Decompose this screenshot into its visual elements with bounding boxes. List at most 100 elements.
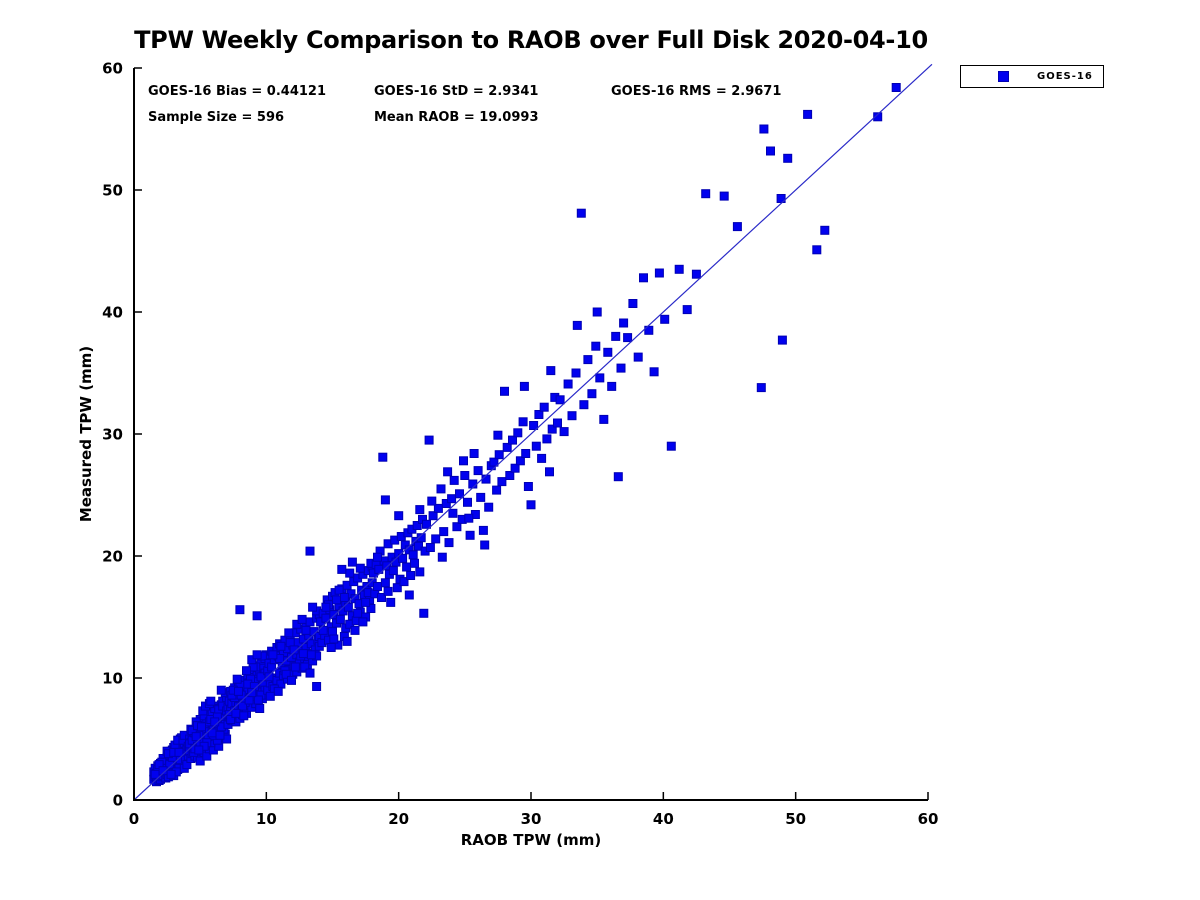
scatter-point — [465, 530, 475, 540]
scatter-point — [305, 668, 315, 678]
scatter-point — [591, 341, 601, 351]
x-tick-label: 0 — [129, 810, 139, 828]
scatter-point — [460, 471, 470, 480]
legend-label: GOES-16 — [1037, 71, 1093, 82]
y-tick-label: 10 — [102, 670, 123, 688]
scatter-point — [235, 605, 245, 615]
scatter-point — [599, 414, 609, 424]
scatter-point — [547, 424, 557, 434]
scatter-point — [674, 264, 684, 274]
scatter-point — [529, 421, 539, 430]
scatter-point — [531, 441, 541, 451]
scatter-point — [216, 685, 226, 695]
scatter-point — [493, 430, 503, 440]
scatter-point — [873, 112, 883, 122]
scatter-point — [449, 475, 459, 485]
scatter-point — [619, 318, 629, 328]
scatter-point — [459, 456, 468, 466]
scatter-point — [347, 557, 357, 567]
scatter-point — [719, 191, 729, 201]
scatter-point — [273, 686, 283, 696]
scatter-point — [408, 550, 418, 560]
scatter-point — [812, 245, 822, 255]
scatter-point — [425, 543, 435, 552]
scatter-point — [415, 567, 425, 577]
scatter-point — [623, 333, 633, 343]
scatter-point — [290, 662, 300, 672]
scatter-point — [373, 552, 382, 562]
scatter-point — [611, 331, 621, 341]
scatter-point — [326, 643, 336, 652]
scatter-point — [660, 314, 670, 324]
x-tick-label: 20 — [388, 810, 409, 828]
scatter-point — [497, 477, 507, 487]
scatter-point — [329, 634, 339, 644]
scatter-point — [803, 109, 813, 119]
scatter-point — [452, 522, 462, 532]
scatter-point — [242, 666, 251, 676]
scatter-point — [891, 83, 901, 92]
scatter-point — [542, 434, 552, 444]
scatter-point — [691, 269, 701, 279]
scatter-point — [616, 363, 626, 373]
scatter-point — [567, 411, 577, 421]
scatter-point — [318, 625, 328, 635]
scatter-point — [469, 449, 479, 458]
scatter-point — [265, 691, 275, 701]
legend-square-marker-icon — [998, 71, 1009, 82]
scatter-point — [298, 649, 308, 659]
scatter-point — [559, 427, 569, 437]
x-axis-label: RAOB TPW (mm) — [460, 831, 602, 849]
scatter-point — [468, 479, 478, 489]
scatter-point — [380, 495, 390, 505]
scatter-point — [494, 450, 504, 460]
stat-mean-raob: Mean RAOB = 19.0993 — [374, 110, 539, 125]
scatter-point — [492, 485, 502, 495]
scatter-point — [398, 553, 408, 563]
scatter-point — [579, 400, 589, 410]
y-tick-label: 40 — [102, 304, 123, 322]
scatter-point — [526, 500, 536, 510]
scatter-point — [571, 368, 581, 378]
scatter-point — [628, 299, 638, 308]
scatter-point — [284, 628, 294, 638]
scatter-point — [545, 467, 554, 477]
scatter-point — [756, 383, 766, 393]
scatter-point — [378, 452, 388, 462]
scatter-point — [463, 497, 472, 507]
scatter-point — [289, 645, 299, 655]
scatter-point — [519, 381, 529, 391]
scatter-point — [649, 367, 659, 377]
scatter-point — [328, 627, 337, 637]
scatter-point — [174, 747, 184, 757]
scatter-point — [820, 225, 830, 235]
scatter-point — [576, 208, 586, 218]
scatter-point — [312, 682, 322, 691]
scatter-point — [776, 194, 786, 203]
scatter-point — [537, 453, 547, 463]
scatter-point — [464, 513, 474, 523]
x-tick-label: 50 — [785, 810, 806, 828]
scatter-point — [366, 604, 376, 613]
scatter-point — [437, 552, 447, 562]
scatter-point — [592, 307, 602, 317]
y-axis-label: Measured TPW (mm) — [77, 345, 95, 523]
stat-std: GOES-16 StD = 2.9341 — [374, 84, 539, 99]
scatter-point — [358, 617, 368, 627]
scatter-point — [473, 466, 483, 476]
scatter-point — [321, 602, 331, 612]
scatter-point — [394, 511, 404, 521]
scatter-point — [308, 602, 318, 612]
scatter-point — [350, 625, 360, 635]
y-tick-label: 0 — [113, 792, 123, 810]
scatter-point — [682, 305, 692, 315]
scatter-point — [555, 395, 565, 405]
scatter-point — [287, 675, 296, 685]
x-tick-label: 10 — [256, 810, 277, 828]
scatter-point — [633, 352, 643, 362]
scatter-point — [342, 636, 352, 646]
y-tick-label: 20 — [102, 548, 123, 566]
scatter-point — [777, 335, 787, 345]
